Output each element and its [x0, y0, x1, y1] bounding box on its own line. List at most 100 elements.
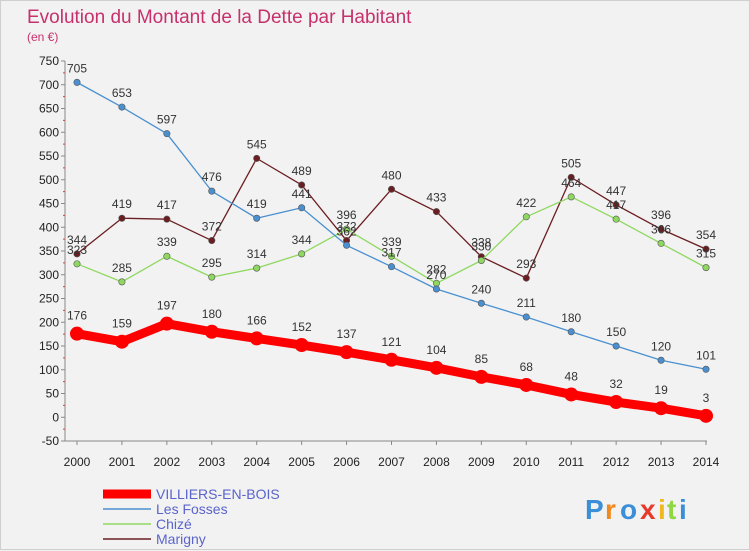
data-label: 419: [112, 197, 132, 211]
x-tick-label: 2003: [198, 455, 225, 469]
data-label: 447: [606, 184, 626, 198]
series-villiers-en-bois: 176 159 197 180 166 152 137 121 104 85 68 48 32 19 3: [67, 299, 713, 423]
y-tick-label: 200: [39, 315, 59, 329]
y-tick-label: 700: [39, 78, 59, 92]
data-point: [657, 356, 665, 364]
data-label: 417: [157, 198, 177, 212]
x-tick-label: 2009: [468, 455, 495, 469]
data-label: 480: [381, 168, 401, 182]
logo-letter: i: [679, 494, 687, 525]
data-label: 419: [247, 197, 267, 211]
data-label: 339: [157, 235, 177, 249]
chart-subtitle: (en €): [27, 30, 58, 44]
y-tick-label: 150: [39, 339, 59, 353]
data-point: [612, 215, 620, 223]
data-point: [387, 185, 395, 193]
y-tick-label: 0: [52, 410, 59, 424]
data-label: 597: [157, 113, 177, 127]
series-marigny: 3444194173725454893724804333382935054473…: [67, 137, 716, 282]
data-point: [384, 352, 399, 367]
legend-label-marigny: Marigny: [156, 531, 206, 547]
y-tick-label: -50: [42, 434, 60, 448]
data-label: 422: [516, 196, 536, 210]
logo-letter: i: [658, 494, 666, 525]
data-point: [432, 208, 440, 216]
data-label: 417: [606, 198, 626, 212]
logo-letter: P: [585, 494, 604, 525]
data-point: [702, 365, 710, 373]
y-tick-label: 550: [39, 149, 59, 163]
data-label: 32: [609, 377, 623, 391]
data-label: 104: [426, 343, 446, 357]
data-point: [253, 264, 261, 272]
data-point: [522, 213, 530, 221]
data-label: 121: [381, 335, 401, 349]
data-label: 315: [696, 247, 716, 261]
data-point: [163, 130, 171, 138]
data-label: 476: [202, 170, 222, 184]
x-tick-label: 2013: [648, 455, 675, 469]
x-tick-label: 2012: [603, 455, 630, 469]
data-point: [702, 245, 710, 253]
data-label: 330: [471, 240, 491, 254]
data-label: 396: [651, 208, 671, 222]
data-label: 150: [606, 325, 626, 339]
data-label: 197: [157, 299, 177, 313]
data-label: 372: [202, 220, 222, 234]
series-chize: 323 285 339 295 314 344 396 339 282 330 422 464 417 3…: [67, 176, 716, 287]
data-label: 211: [517, 296, 536, 310]
data-label: 120: [651, 339, 671, 353]
data-label: 338: [471, 236, 491, 250]
y-tick-label: 650: [39, 102, 59, 116]
x-tick-label: 2010: [513, 455, 540, 469]
data-point: [522, 274, 530, 282]
data-point: [477, 256, 485, 264]
data-point: [253, 214, 261, 222]
y-tick-label: 400: [39, 220, 59, 234]
y-tick-label: 50: [46, 387, 60, 401]
data-point: [70, 326, 84, 341]
data-label: 270: [426, 268, 446, 282]
x-tick-label: 2004: [243, 455, 270, 469]
data-point: [208, 187, 216, 195]
data-label: 180: [561, 311, 581, 325]
data-point: [522, 313, 530, 321]
data-point: [477, 299, 485, 307]
data-point: [474, 369, 489, 384]
data-point: [387, 263, 395, 271]
data-label: 489: [292, 164, 312, 178]
y-tick-label: 300: [39, 268, 59, 282]
data-point: [73, 260, 81, 268]
data-point: [343, 225, 351, 233]
data-point: [73, 250, 81, 258]
x-tick-label: 2011: [558, 455, 584, 469]
data-point: [159, 316, 174, 331]
data-label: 317: [381, 246, 401, 260]
data-label: 323: [67, 243, 87, 257]
data-point: [208, 237, 216, 245]
y-tick-label: 350: [39, 244, 59, 258]
data-label: 293: [516, 257, 536, 271]
data-point: [163, 252, 171, 260]
data-point: [654, 401, 669, 416]
data-label: 68: [520, 360, 534, 374]
data-label: 3: [703, 391, 710, 405]
y-tick-label: 100: [39, 363, 59, 377]
data-point: [249, 331, 264, 346]
data-point: [567, 173, 575, 181]
data-label: 282: [426, 262, 446, 276]
data-point: [564, 387, 579, 402]
data-label: 505: [561, 156, 581, 170]
data-label: 166: [247, 313, 267, 327]
data-label: 152: [292, 320, 312, 334]
y-tick-label: 500: [39, 173, 59, 187]
data-point: [204, 324, 219, 339]
data-point: [612, 342, 620, 350]
data-label: 137: [337, 327, 357, 341]
data-point: [118, 214, 126, 222]
data-point: [73, 78, 81, 86]
data-point: [114, 334, 129, 349]
